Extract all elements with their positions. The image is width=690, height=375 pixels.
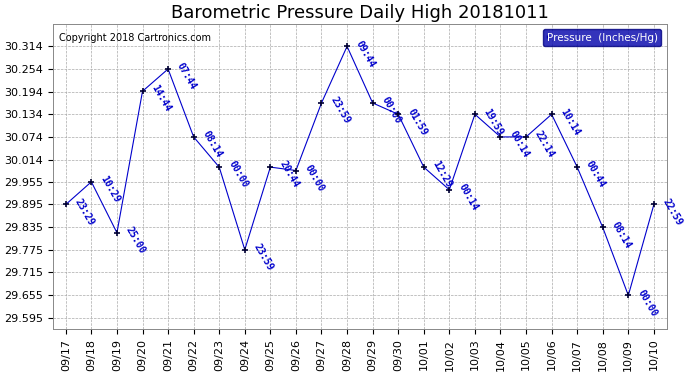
Text: 00:00: 00:00 <box>303 163 326 193</box>
Text: 00:14: 00:14 <box>456 182 480 212</box>
Text: 00:14: 00:14 <box>507 129 531 160</box>
Title: Barometric Pressure Daily High 20181011: Barometric Pressure Daily High 20181011 <box>171 4 549 22</box>
Text: 14:44: 14:44 <box>150 84 172 114</box>
Text: 10:14: 10:14 <box>559 106 582 137</box>
Text: 22:59: 22:59 <box>661 197 684 227</box>
Text: 10:29: 10:29 <box>98 174 121 204</box>
Legend: Pressure  (Inches/Hg): Pressure (Inches/Hg) <box>543 29 662 46</box>
Text: 08:14: 08:14 <box>610 220 633 250</box>
Text: 00:00: 00:00 <box>226 159 250 190</box>
Text: 01:59: 01:59 <box>405 106 428 137</box>
Text: 07:44: 07:44 <box>175 61 198 92</box>
Text: 23:29: 23:29 <box>72 197 96 227</box>
Text: 09:44: 09:44 <box>354 39 377 69</box>
Text: 22:14: 22:14 <box>533 129 556 160</box>
Text: 25:00: 25:00 <box>124 225 147 255</box>
Text: 23:59: 23:59 <box>328 95 352 126</box>
Text: 08:14: 08:14 <box>201 129 224 160</box>
Text: 12:29: 12:29 <box>431 159 454 190</box>
Text: 19:59: 19:59 <box>482 106 505 137</box>
Text: 00:44: 00:44 <box>584 159 607 190</box>
Text: 20:44: 20:44 <box>277 159 301 190</box>
Text: Copyright 2018 Cartronics.com: Copyright 2018 Cartronics.com <box>59 33 211 43</box>
Text: 00:00: 00:00 <box>380 95 403 126</box>
Text: 23:59: 23:59 <box>252 242 275 272</box>
Text: 00:00: 00:00 <box>635 288 659 318</box>
